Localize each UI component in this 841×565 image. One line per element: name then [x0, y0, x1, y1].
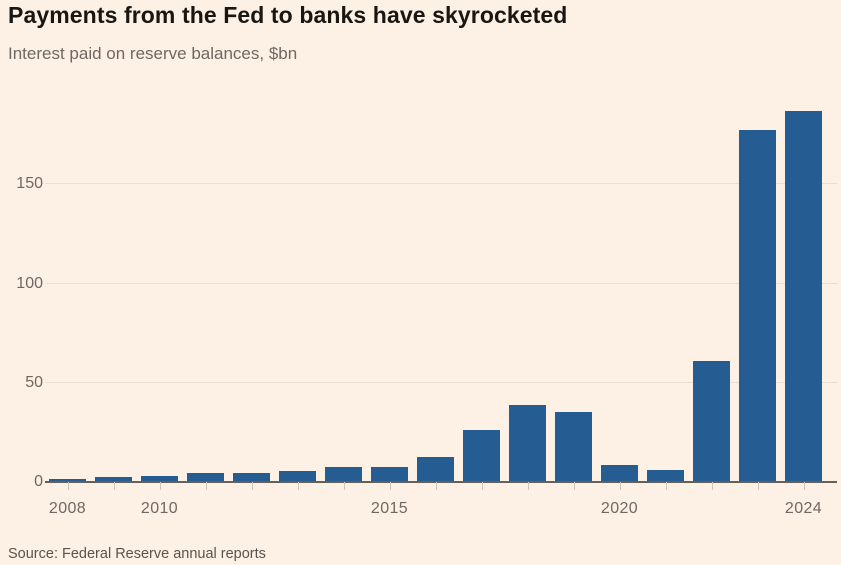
bar-2018 [509, 404, 546, 481]
y-tick-label-50: 50 [25, 373, 43, 391]
x-tick-2017 [481, 482, 483, 490]
bar-2012 [233, 473, 270, 481]
bar-chart-plot [45, 85, 837, 490]
x-tick-2021 [665, 482, 667, 490]
x-tick-2011 [205, 482, 207, 490]
chart-subtitle: Interest paid on reserve balances, $bn [8, 44, 298, 63]
x-tick-2014 [343, 482, 345, 490]
x-tick-2018 [527, 482, 529, 490]
gridline-100 [45, 282, 837, 284]
x-tick-2010 [159, 482, 161, 490]
x-tick-2008 [67, 482, 69, 490]
x-tick-2019 [573, 482, 575, 490]
bar-2009 [95, 476, 132, 481]
x-tick-2020 [619, 482, 621, 490]
y-tick-label-0: 0 [34, 473, 43, 490]
bar-2011 [187, 473, 224, 481]
bar-2008 [49, 479, 86, 481]
gridline-50 [45, 381, 837, 383]
x-tick-2012 [251, 482, 253, 490]
bar-2017 [463, 429, 500, 481]
x-tick-2009 [113, 482, 115, 490]
x-tick-label-2024: 2024 [784, 500, 823, 517]
bar-2020 [601, 465, 638, 481]
bar-2023 [739, 130, 776, 481]
y-tick-label-100: 100 [16, 274, 43, 292]
bar-2014 [325, 467, 362, 481]
y-tick-label-150: 150 [16, 175, 43, 193]
x-tick-2022 [711, 482, 713, 490]
bar-2016 [417, 456, 454, 481]
bar-2015 [371, 467, 408, 481]
source-note: Source: Federal Reserve annual reports [8, 546, 266, 562]
x-tick-label-2010: 2010 [140, 500, 179, 517]
x-tick-2016 [435, 482, 437, 490]
bar-2013 [279, 470, 316, 481]
x-tick-label-2015: 2015 [370, 500, 409, 517]
x-tick-2013 [297, 482, 299, 490]
x-tick-2023 [757, 482, 759, 490]
chart-title: Payments from the Fed to banks have skyr… [8, 2, 568, 28]
x-tick-label-2020: 2020 [600, 500, 639, 517]
bar-2021 [647, 470, 684, 481]
x-tick-label-2008: 2008 [48, 500, 87, 517]
x-axis-baseline [45, 481, 837, 483]
bar-2019 [555, 411, 592, 481]
bar-2022 [693, 361, 730, 481]
bar-2024 [785, 111, 822, 481]
x-tick-2024 [803, 482, 805, 490]
bar-2010 [141, 475, 178, 481]
x-tick-2015 [389, 482, 391, 490]
gridline-150 [45, 183, 837, 185]
